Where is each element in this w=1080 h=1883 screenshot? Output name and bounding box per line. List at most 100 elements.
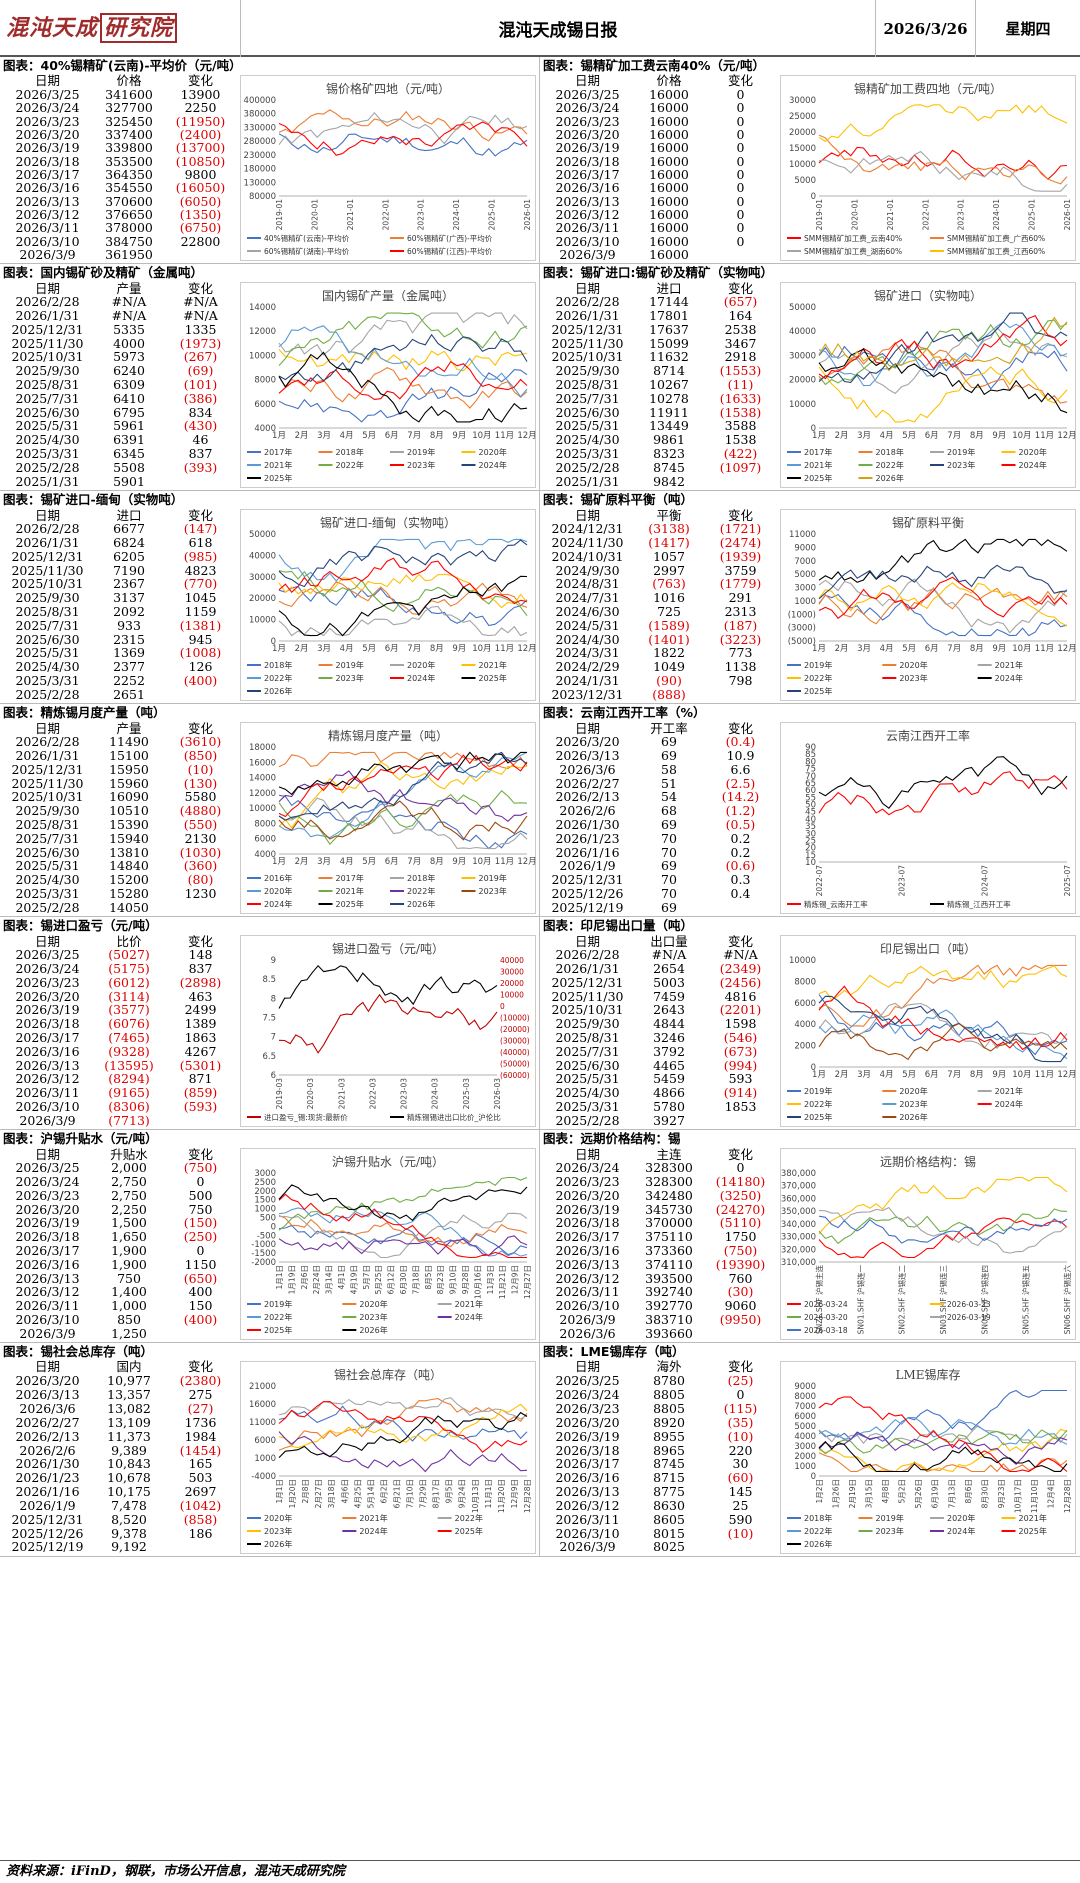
table-cell: 2025/6/30 (15, 404, 80, 420)
series-line (278, 538, 528, 582)
table-cell: 2025/5/31 (555, 1071, 620, 1087)
legend-label: 2022年 (876, 460, 904, 470)
y-tick-label: 370,000 (781, 1182, 816, 1192)
y-tick-label: 25000 (789, 112, 816, 122)
table-cell: (250) (183, 1229, 218, 1245)
table-cell: 0 (736, 126, 745, 142)
table-cell: 325450 (105, 113, 153, 129)
table-cell: 2025/5/31 (555, 418, 620, 434)
series-line (818, 1389, 1067, 1442)
table-cell: (0.4) (725, 734, 756, 750)
table-cell: 2250 (184, 100, 217, 116)
table-cell: (546) (723, 1029, 758, 1045)
table-cell: 1016 (653, 590, 685, 606)
table-cell: 1230 (184, 885, 217, 901)
x-tick-label: 9月 (452, 857, 466, 867)
table-cell: 165 (188, 1456, 213, 1472)
table-row: 2025/12/31 6205 (985) (0, 550, 238, 564)
table-cell: 2026/3/11 (555, 220, 620, 236)
chart-p14: LME锡库存 9000 8000 7000 6000 5000 4000 3000 2000 10… (780, 1361, 1076, 1554)
table-row: 2026/3/24 328300 0 (540, 1161, 778, 1176)
x-tick-label: 7月 (407, 644, 421, 654)
table-cell: 11632 (649, 349, 689, 365)
x-tick-label: 2022-01 (921, 199, 930, 231)
table-cell: 9,389 (111, 1442, 147, 1458)
y-tick-label: 14000 (249, 774, 276, 784)
table-cell: 10,843 (107, 1456, 151, 1472)
series-line (278, 964, 498, 1009)
x-tick-label: 10月 (1012, 1070, 1031, 1080)
column-header: 日期 (34, 280, 60, 296)
table-cell: (1008) (179, 645, 222, 661)
table-row: 2026/2/27 51 (2.5) (540, 777, 778, 791)
table-cell: 2025/12/31 (11, 548, 84, 564)
table-cell: 342480 (645, 1187, 693, 1203)
table-cell: 2651 (113, 686, 145, 702)
y-tick-label: 1000 (794, 1462, 816, 1472)
table-cell: 2025/5/31 (15, 418, 80, 434)
y2-tick-label: (50000) (500, 1060, 530, 1069)
x-tick-label: 8月 (970, 1070, 984, 1080)
x-tick-label: 7月29日 (419, 1479, 428, 1508)
table-row: 2025/7/31 10278 (1633) (540, 392, 778, 406)
series-line (278, 605, 528, 637)
table-cell: 2025/8/31 (555, 1029, 620, 1045)
table-cell: 16000 (649, 180, 689, 196)
table-cell: 1389 (184, 1016, 217, 1032)
y-tick-label: 10000 (249, 616, 276, 626)
x-tick-label: 2021-01 (346, 199, 355, 231)
y-tick-label: 6.5 (262, 1052, 276, 1062)
table-cell: (3577) (108, 1002, 150, 1018)
x-tick-label: 12月 (517, 431, 536, 441)
column-header: 价格 (656, 73, 682, 89)
chart-canvas: 11000 9000 7000 5000 3000 1000 (1000) (3000) (50… (787, 530, 1077, 696)
table-cell: 5901 (113, 473, 145, 489)
x-tick-label: 7月 (947, 1070, 961, 1080)
table-row: 2026/3/11 8605 590 (540, 1513, 778, 1527)
table-cell: 5335 (113, 321, 145, 337)
panel-title: 图表：沪锡升贴水（元/吨） (3, 1131, 158, 1146)
table-cell: (8294) (108, 1071, 150, 1087)
y-tick-label: 12000 (249, 789, 276, 799)
legend-label: 2026年 (804, 1539, 832, 1549)
table-row: 2025/5/31 5459 593 (540, 1073, 778, 1087)
y-tick-label: 0 (271, 1222, 276, 1232)
table-cell: 1,000 (111, 1298, 147, 1314)
table-cell: 2026/3/13 (15, 1057, 80, 1073)
table-cell: 2025/12/31 (11, 761, 84, 777)
y-tick-label: 8000 (254, 376, 276, 386)
table-cell: 2026/3/9 (559, 1539, 616, 1555)
table-row: 2026/3/17 375110 1750 (540, 1230, 778, 1245)
table-cell: 0 (736, 86, 745, 102)
y-tick-label: 8.5 (262, 975, 276, 985)
table-row: 2026/3/9 16000 (540, 248, 778, 261)
table-cell: 2026/3/9 (559, 246, 616, 262)
table-cell: 2025/8/31 (15, 816, 80, 832)
y-tick-label: 30 (805, 829, 816, 839)
x-tick-label: SN03.SHF 沪锡连三 (938, 1265, 948, 1334)
x-tick-label: 6月21日 (392, 1479, 401, 1508)
column-header: 比价 (116, 933, 142, 949)
table-cell: 2025/12/26 (11, 1525, 84, 1541)
panel-p7: 图表：精炼锡月度产量（吨） 日期 产量 变化 2026/2/28 11490 (3610) 2… (0, 704, 540, 917)
series-line (278, 121, 528, 156)
y-tick-label: 0 (811, 192, 816, 202)
table-cell: 2024/5/31 (555, 617, 620, 633)
table-cell: (6076) (108, 1016, 150, 1032)
x-tick-label: 12月 (1057, 644, 1076, 654)
table-cell: 2026/2/13 (555, 789, 620, 805)
table-cell: 3759 (724, 562, 757, 578)
panel-title: 图表：40%锡精矿(云南)-平均价（元/吨） (3, 58, 242, 73)
x-tick-label: 6月 (925, 431, 939, 441)
column-header: 日期 (34, 507, 60, 523)
x-tick-label: 8月30日 (980, 1479, 989, 1508)
table-row: 2026/3/23 (6012) (2898) (0, 976, 238, 990)
legend-label: 2026年 (407, 899, 435, 909)
series-line (818, 150, 1068, 192)
table-cell (703, 901, 778, 915)
table-cell: (650) (183, 1270, 218, 1286)
table-cell: 2026/3/9 (19, 1325, 76, 1341)
y-tick-label: 9 (271, 956, 276, 966)
table-cell: 8323 (653, 446, 685, 462)
table-row: 2026/2/28 #N/A #N/A (0, 295, 238, 310)
